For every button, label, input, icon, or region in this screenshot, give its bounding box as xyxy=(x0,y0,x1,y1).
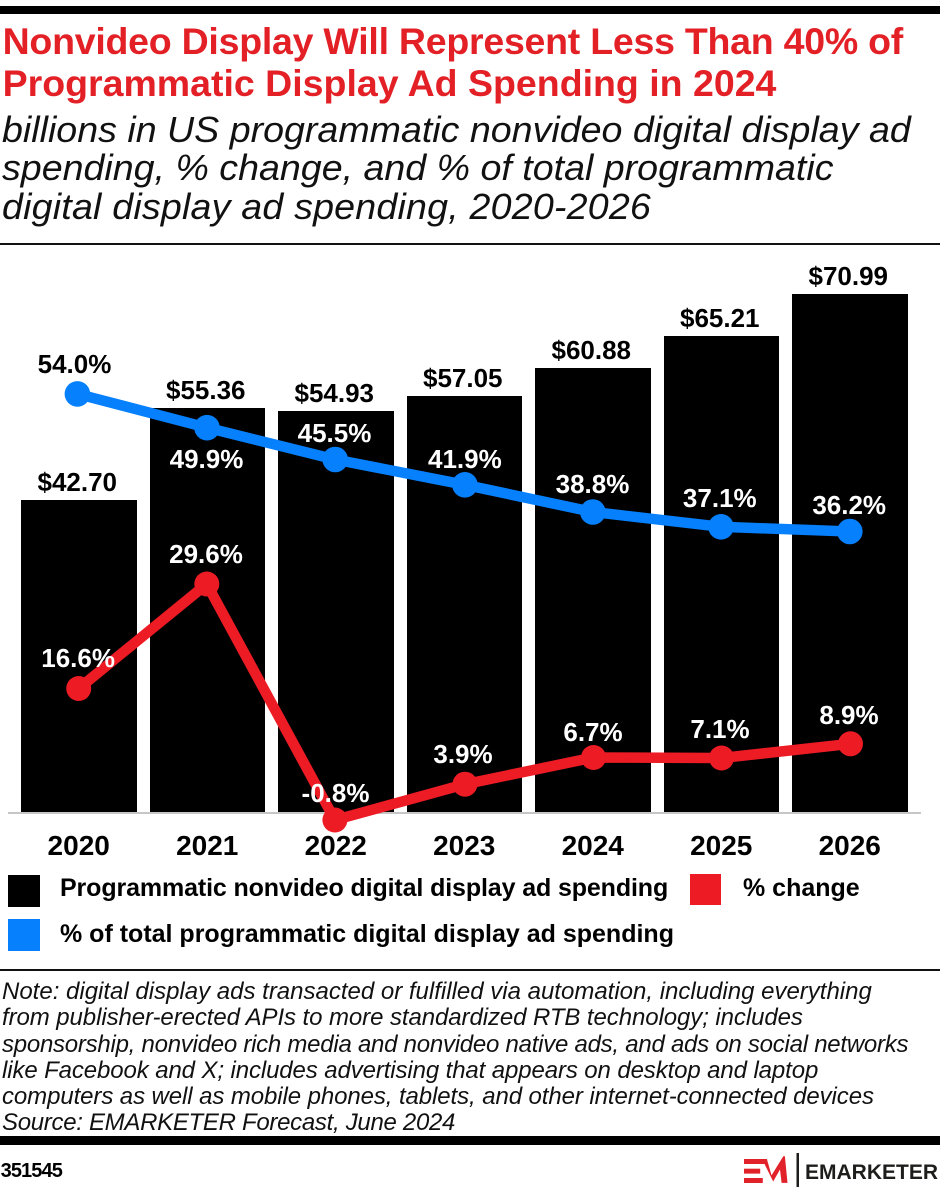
svg-text:EMARKETER: EMARKETER xyxy=(805,1161,938,1184)
